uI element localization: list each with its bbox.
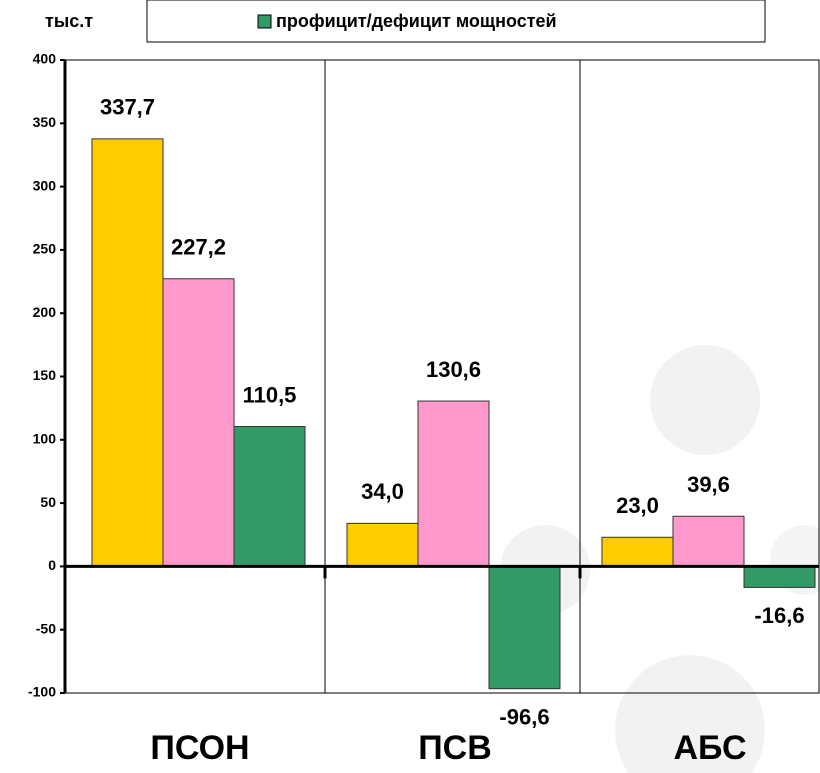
x-tick-label: АБС — [673, 729, 746, 767]
bar — [744, 566, 815, 587]
x-tick-label: ПСОН — [150, 729, 249, 767]
data-label: 130,6 — [426, 357, 481, 382]
legend-label: профицит/дефицит мощностей — [276, 11, 557, 31]
bar — [347, 523, 418, 566]
bar — [673, 516, 744, 566]
bar — [163, 279, 234, 567]
y-tick-label: 200 — [33, 304, 57, 320]
data-label: 39,6 — [687, 472, 730, 497]
bar — [234, 427, 305, 567]
data-label: 23,0 — [616, 493, 659, 518]
data-label: -16,6 — [754, 603, 804, 628]
y-tick-label: -50 — [36, 620, 56, 636]
y-tick-label: 400 — [33, 51, 57, 67]
bar — [602, 537, 673, 566]
data-label: 34,0 — [361, 479, 404, 504]
data-label: -96,6 — [499, 705, 549, 730]
unit-label: тыс.т — [45, 11, 93, 31]
y-tick-label: 350 — [33, 114, 57, 130]
legend-swatch — [258, 15, 271, 28]
y-tick-label: 150 — [33, 367, 57, 383]
y-tick-label: 100 — [33, 431, 57, 447]
chart: тыс.т -100 -50 0 50 100 150 200 250 300 350 400 337… — [0, 0, 820, 773]
y-tick-label: 300 — [33, 177, 57, 193]
bar — [92, 139, 163, 567]
data-label: 337,7 — [100, 95, 155, 120]
bar — [418, 401, 489, 566]
data-label: 227,2 — [171, 235, 226, 260]
bar — [489, 566, 560, 688]
data-label: 110,5 — [243, 382, 297, 407]
y-tick-label: 250 — [33, 241, 57, 257]
y-tick-label: -100 — [28, 684, 56, 700]
y-tick-label: 50 — [40, 494, 56, 510]
x-tick-label: ПСВ — [418, 729, 492, 767]
y-tick-label: 0 — [48, 557, 56, 573]
